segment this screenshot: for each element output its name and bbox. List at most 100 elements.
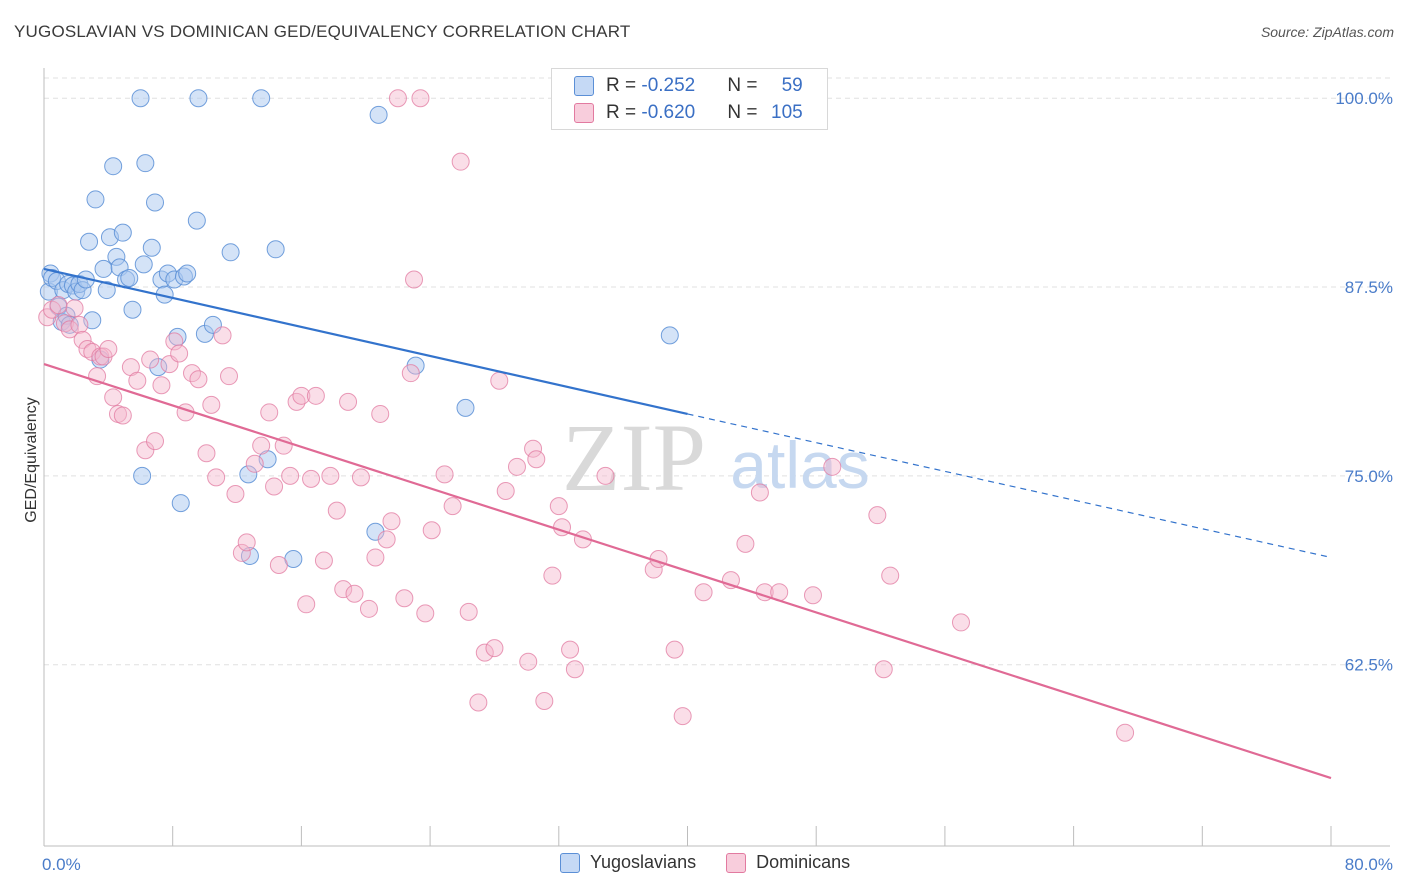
source-label: Source: ZipAtlas.com: [1260, 24, 1394, 40]
dominicans-point: [297, 595, 316, 614]
r-value: -0.620: [641, 102, 696, 123]
dominicans-point: [736, 534, 755, 553]
yugoslavians-trend-line: [43, 267, 688, 416]
dominicans-point: [128, 371, 147, 390]
dominicans-point: [459, 602, 478, 621]
trend-lines: [43, 267, 1332, 780]
n-value: 59: [781, 75, 803, 96]
dominicans-point: [165, 332, 184, 351]
yugoslavians-point: [94, 259, 113, 278]
watermark-zip: ZIP: [562, 404, 706, 511]
dominicans-points: [38, 89, 1135, 742]
dominicans-point: [65, 299, 84, 318]
yugoslavians-point: [456, 398, 475, 417]
dominicans-point: [202, 395, 221, 414]
dominicans-point: [359, 599, 378, 618]
yugoslavians-point: [120, 268, 139, 287]
y-tick-label: 100.0%: [1335, 89, 1393, 108]
legend-label: Dominicans: [756, 852, 851, 872]
yugoslavians-point: [131, 89, 150, 108]
dominicans-point: [245, 454, 264, 473]
stats-box: R = -0.252 N = 59 R = -0.620 N = 105: [551, 68, 828, 130]
legend: Yugoslavians Dominicans: [560, 852, 850, 873]
yugoslavians-point: [123, 300, 142, 319]
y-tick-label: 87.5%: [1345, 278, 1393, 297]
dominicans-point: [113, 406, 132, 425]
dominicans-point: [416, 604, 435, 623]
yugoslavians-point: [239, 465, 258, 484]
dominicans-point: [371, 404, 390, 423]
yugoslavians-legend-swatch: [560, 852, 580, 873]
dominicans-point: [382, 512, 401, 531]
dominicans-point: [327, 501, 346, 520]
dominicans-point: [302, 469, 321, 488]
yugoslavians-point: [136, 154, 155, 173]
yugoslavians-point: [266, 240, 285, 259]
dominicans-point: [292, 386, 311, 405]
dominicans-point: [152, 376, 171, 395]
legend-item-yugoslavians: Yugoslavians: [560, 852, 696, 873]
dominicans-point: [265, 477, 284, 496]
n-label: N =: [727, 102, 763, 123]
dominicans-point: [535, 691, 554, 710]
dominicans-point: [339, 392, 358, 411]
yugoslavians-point: [178, 264, 197, 283]
axes: [43, 68, 1390, 847]
dominicans-point: [70, 315, 89, 334]
x-tick-label-right: 80.0%: [1345, 855, 1393, 874]
r-label: R =: [606, 102, 642, 123]
dominicans-point: [451, 152, 470, 171]
dominicans-point: [226, 485, 245, 504]
dominicans-point: [334, 580, 353, 599]
dominicans-point: [527, 450, 546, 469]
dominicans-point: [561, 640, 580, 659]
dominicans-point: [43, 300, 62, 319]
dominicans-point: [207, 468, 226, 487]
dominicans-point: [665, 640, 684, 659]
stats-row-yugoslavians: R = -0.252 N = 59: [574, 75, 803, 97]
dominicans-point: [496, 481, 515, 500]
dominicans-point: [435, 465, 454, 484]
dominicans-point: [281, 466, 300, 485]
yugoslavians-point: [187, 211, 206, 230]
watermark: ZIP atlas: [562, 404, 870, 511]
dominicans-point: [395, 589, 414, 608]
dominicans-point: [485, 639, 504, 658]
x-tick-label-left: 0.0%: [42, 855, 81, 874]
dominicans-point: [823, 457, 842, 476]
yugoslavians-point: [142, 238, 161, 257]
dominicans-point: [99, 339, 118, 358]
dominicans-point: [189, 370, 208, 389]
dominicans-point: [694, 583, 713, 602]
dominicans-point: [237, 533, 256, 552]
dominicans-trend-line: [43, 363, 1332, 780]
dominicans-point: [55, 314, 74, 333]
r-value: -0.252: [641, 75, 696, 96]
dominicans-point: [49, 296, 68, 315]
y-axis-label: GED/Equivalency: [23, 397, 40, 522]
dominicans-point: [232, 543, 251, 562]
dominicans-point: [596, 466, 615, 485]
dominicans-point: [874, 660, 893, 679]
dominicans-point: [565, 660, 584, 679]
yugoslavians-point: [104, 157, 123, 176]
dominicans-legend-swatch: [726, 852, 747, 873]
r-label: R =: [606, 75, 642, 96]
dominicans-point: [170, 344, 189, 363]
yugoslavians-point: [133, 466, 152, 485]
yugoslavians-point: [221, 243, 240, 262]
yugoslavians-points: [39, 89, 679, 568]
dominicans-point: [411, 89, 430, 108]
watermark-atlas: atlas: [730, 428, 869, 502]
n-value: 105: [771, 102, 803, 123]
dominicans-point: [306, 386, 325, 405]
dominicans-point: [60, 320, 79, 339]
dominicans-point: [469, 693, 488, 712]
dominicans-point: [951, 613, 970, 632]
dominicans-point: [1116, 723, 1135, 742]
dominicans-point: [405, 270, 424, 289]
legend-item-dominicans: Dominicans: [726, 852, 850, 873]
dominicans-point: [345, 584, 364, 603]
dominicans-point: [543, 566, 562, 585]
y-tick-label: 75.0%: [1345, 467, 1393, 486]
